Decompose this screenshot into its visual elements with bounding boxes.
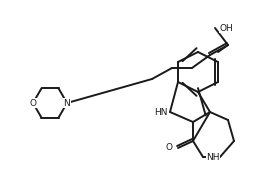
Text: NH: NH — [206, 153, 220, 162]
Text: HN: HN — [154, 108, 168, 117]
Text: O: O — [166, 143, 173, 153]
Text: OH: OH — [219, 24, 233, 33]
Text: N: N — [64, 99, 70, 108]
Text: O: O — [29, 99, 37, 108]
